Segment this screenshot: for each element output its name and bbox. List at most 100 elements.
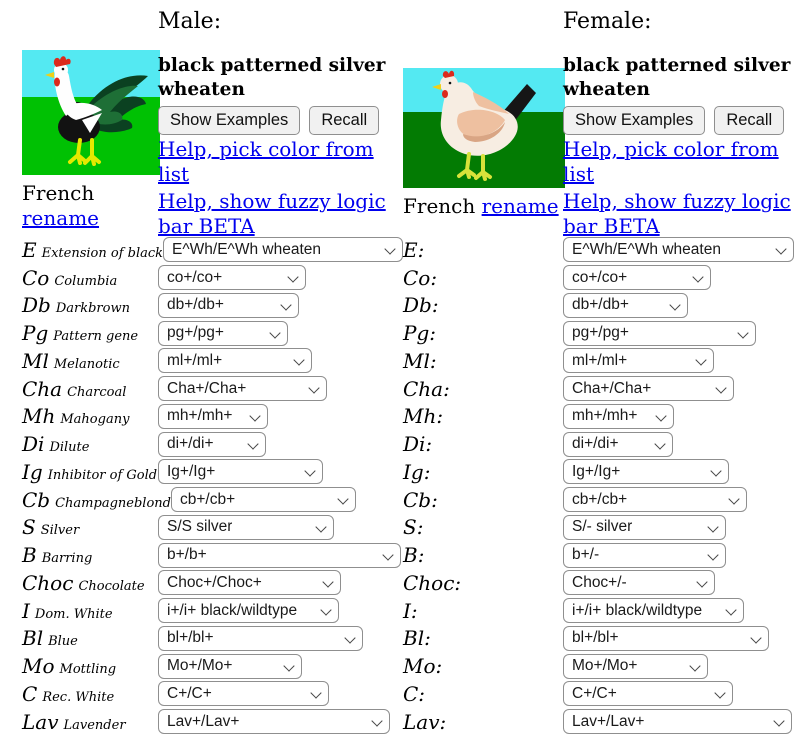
help-pick-color-link[interactable]: Help, pick color from list	[563, 137, 779, 186]
sky	[22, 50, 160, 97]
gene-select-lav[interactable]: Lav+/Lav+	[563, 709, 792, 735]
help-pick-color-link[interactable]: Help, pick color from list	[158, 137, 374, 186]
gene-select-cb[interactable]: cb+/cb+	[563, 487, 747, 513]
chevron-down-icon	[707, 548, 719, 561]
rename-link[interactable]: rename	[22, 206, 100, 230]
gene-select-pg[interactable]: pg+/pg+	[563, 320, 756, 346]
chevron-down-icon	[689, 659, 701, 672]
gene-row-bl: Bl Blue bl+/bl+	[22, 625, 403, 653]
female-image-cell: French rename	[403, 48, 565, 239]
gene-select-ig[interactable]: Ig+/Ig+	[158, 459, 323, 485]
gene-row-c: C Rec. White C+/C+	[22, 680, 403, 708]
gene-select-pg[interactable]: pg+/pg+	[158, 320, 288, 346]
gene-select-cha[interactable]: Cha+/Cha+	[158, 376, 327, 402]
gene-select-ml[interactable]: ml+/ml+	[158, 348, 312, 374]
gene-select-lav[interactable]: Lav+/Lav+	[158, 709, 390, 735]
gene-select-mh[interactable]: mh+/mh+	[158, 403, 268, 429]
gene-description: Extension of black	[41, 245, 164, 261]
select-value: E^Wh/E^Wh wheaten	[172, 240, 321, 258]
gene-select-db[interactable]: db+/db+	[158, 292, 299, 318]
gene-select-bl[interactable]: bl+/bl+	[158, 625, 363, 651]
gene-row-mo: Mo Mottling Mo+/Mo+	[22, 652, 403, 680]
gene-select-s[interactable]: S/S silver	[158, 514, 334, 540]
gene-select-c[interactable]: C+/C+	[563, 681, 733, 707]
chevron-down-icon	[773, 715, 785, 727]
gene-select-cha[interactable]: Cha+/Cha+	[563, 376, 734, 402]
gene-select-co[interactable]: co+/co+	[158, 265, 306, 291]
gene-select-i[interactable]: i+/i+ black/wildtype	[563, 598, 744, 624]
gene-row-c: C: C+/C+	[403, 680, 794, 708]
chevron-down-icon	[750, 632, 762, 644]
gene-select-e[interactable]: E^Wh/E^Wh wheaten	[163, 237, 404, 263]
gene-row-i: I Dom. White i+/i+ black/wildtype	[22, 597, 403, 625]
gene-label-e: E Extension of black	[22, 238, 163, 262]
rooster-image	[22, 50, 160, 175]
show-examples-button[interactable]: Show Examples	[563, 106, 706, 135]
gene-label-lav: Lav Lavender	[22, 709, 126, 734]
gene-row-choc: Choc: Choc+/-	[403, 569, 794, 597]
gene-label-db: Db:	[403, 293, 439, 318]
gene-label-mh: Mh Mahogany	[22, 404, 130, 429]
chevron-down-icon	[707, 521, 719, 533]
gene-row-mh: Mh: mh+/mh+	[403, 403, 794, 431]
gene-select-db[interactable]: db+/db+	[563, 292, 688, 318]
gene-row-pg: Pg: pg+/pg+	[403, 319, 794, 347]
gene-select-i[interactable]: i+/i+ black/wildtype	[158, 598, 339, 624]
gene-select-bl[interactable]: bl+/bl+	[563, 625, 769, 651]
gene-label-c: C:	[403, 681, 426, 706]
recall-button[interactable]: Recall	[714, 106, 785, 135]
female-result-cell: black patterned silver wheaten Show Exam…	[563, 48, 800, 239]
show-examples-button[interactable]: Show Examples	[158, 106, 301, 135]
gene-select-mh[interactable]: mh+/mh+	[563, 403, 674, 429]
gene-select-choc[interactable]: Choc+/Choc+	[158, 570, 341, 596]
gene-select-di[interactable]: di+/di+	[158, 431, 266, 457]
gene-label-i: I:	[403, 598, 418, 623]
gene-row-ig: Ig: Ig+/Ig+	[403, 458, 794, 486]
chevron-down-icon	[669, 299, 681, 311]
gene-row-bl: Bl: bl+/bl+	[403, 625, 794, 653]
gene-label-db: Db Darkbrown	[22, 293, 130, 318]
gene-label-bl: Bl Blue	[22, 626, 78, 651]
gene-label-mh: Mh:	[403, 404, 444, 429]
rename-link[interactable]: rename	[481, 194, 559, 218]
gene-select-mo[interactable]: Mo+/Mo+	[563, 653, 708, 679]
gene-select-cb[interactable]: cb+/cb+	[170, 487, 356, 513]
help-fuzzy-logic-link[interactable]: Help, show fuzzy logic bar BETA	[158, 189, 386, 238]
recall-button[interactable]: Recall	[309, 106, 380, 135]
gene-select-di[interactable]: di+/di+	[563, 431, 673, 457]
gene-select-ml[interactable]: ml+/ml+	[563, 348, 714, 374]
gene-select-s[interactable]: S/- silver	[563, 514, 726, 540]
gene-select-ig[interactable]: Ig+/Ig+	[563, 459, 729, 485]
help-fuzzy-logic-link[interactable]: Help, show fuzzy logic bar BETA	[563, 189, 791, 238]
gene-select-c[interactable]: C+/C+	[158, 681, 329, 707]
gene-label-di: Di:	[403, 432, 433, 457]
gene-select-mo[interactable]: Mo+/Mo+	[158, 653, 302, 679]
chevron-down-icon	[293, 354, 305, 367]
phenotype-text: black patterned silver wheaten	[158, 55, 386, 100]
gene-select-b[interactable]: b+/b+	[158, 542, 401, 568]
gene-row-lav: Lav: Lav+/Lav+	[403, 708, 794, 736]
gene-label-di: Di Dilute	[22, 432, 90, 457]
male-media-row: French rename black patterned silver whe…	[22, 48, 400, 239]
female-column: Female: French rename	[403, 0, 800, 746]
gene-label-mo: Mo:	[403, 654, 443, 679]
chevron-down-icon	[247, 437, 259, 450]
gene-row-ml: Ml Melanotic ml+/ml+	[22, 347, 403, 375]
gene-label-ig: Ig:	[403, 459, 431, 484]
rooster-comb	[53, 56, 71, 67]
gene-row-choc: Choc Chocolate Choc+/Choc+	[22, 569, 403, 597]
breed-label: French	[22, 181, 95, 205]
gene-select-choc[interactable]: Choc+/-	[563, 570, 715, 596]
phenotype-text: black patterned silver wheaten	[563, 55, 791, 100]
gene-select-e[interactable]: E^Wh/E^Wh wheaten	[563, 237, 794, 263]
gene-label-cha: Cha:	[403, 376, 450, 401]
gene-row-pg: Pg Pattern gene pg+/pg+	[22, 319, 403, 347]
gene-label-cb: Cb Champagneblond	[22, 487, 171, 512]
gene-label-b: B Barring	[22, 543, 93, 568]
gene-select-co[interactable]: co+/co+	[563, 265, 711, 291]
gene-label-cha: Cha Charcoal	[22, 376, 127, 401]
gene-select-b[interactable]: b+/-	[563, 542, 726, 568]
gene-row-di: Di: di+/di+	[403, 430, 794, 458]
chevron-down-icon	[310, 687, 322, 700]
female-media-row: French rename black patterned silver whe…	[403, 48, 800, 239]
